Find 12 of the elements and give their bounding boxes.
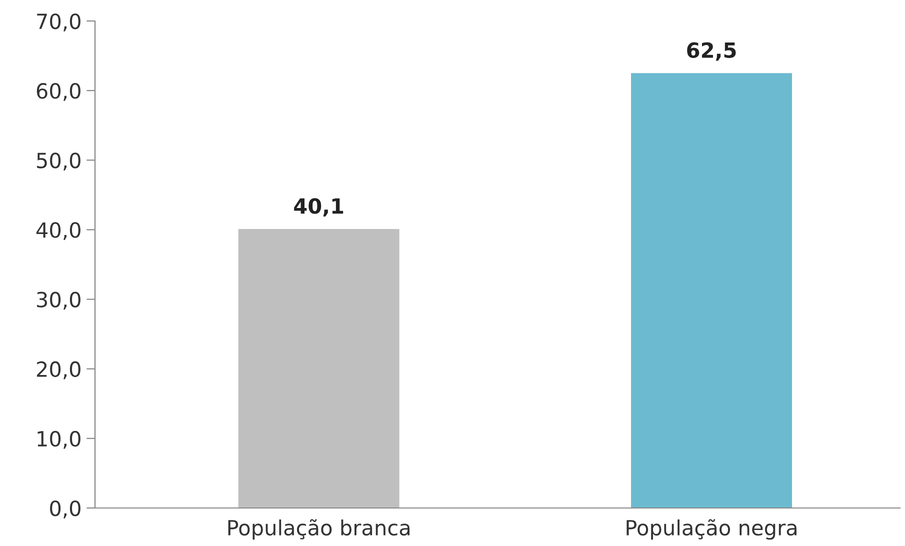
y-tick-label: 40,0 — [36, 222, 80, 240]
y-tick-label: 70,0 — [37, 13, 80, 32]
data-label: 62,5 — [687, 42, 736, 61]
y-tick-label: 50,0 — [37, 152, 80, 170]
x-tick-label: População branca — [228, 519, 410, 540]
y-tick-label: 10,0 — [38, 430, 80, 449]
y-tick-label: 20,0 — [36, 361, 80, 380]
y-tick-label: 60,0 — [36, 83, 80, 101]
data-label: 40,1 — [294, 198, 344, 217]
y-tick-label: 30,0 — [37, 292, 80, 310]
y-tick-label: 0,0 — [50, 500, 80, 518]
x-tick-label: População negra — [626, 519, 796, 540]
